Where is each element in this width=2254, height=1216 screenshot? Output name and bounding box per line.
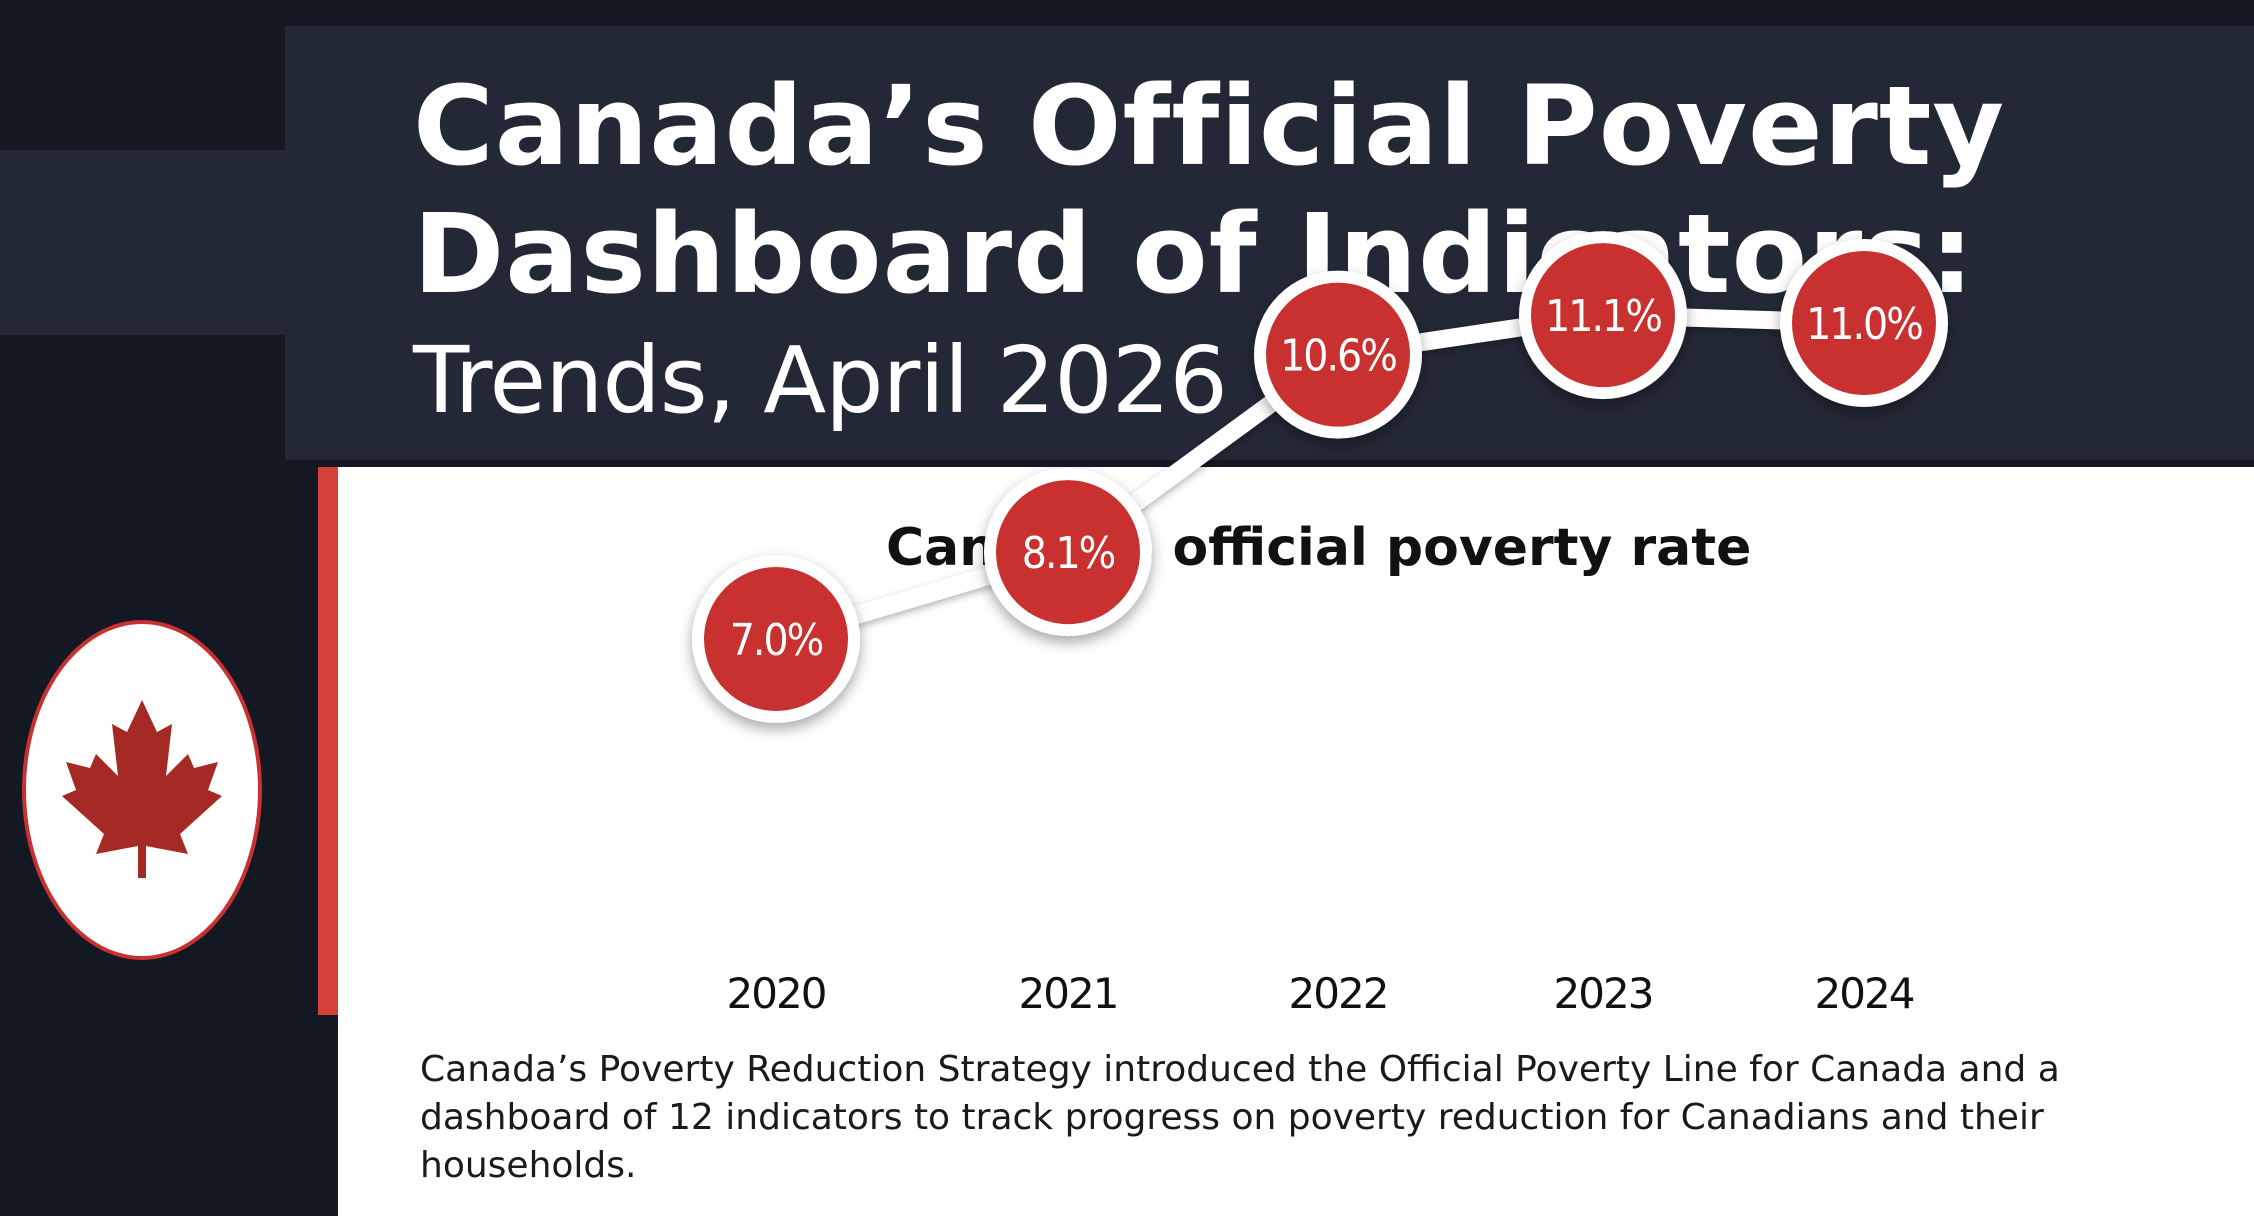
data-point-2023: 11.1% bbox=[1519, 231, 1687, 400]
data-label: 10.6% bbox=[1280, 331, 1396, 382]
red-accent-bar bbox=[318, 467, 338, 1015]
data-label: 7.0% bbox=[730, 615, 823, 666]
x-tick-label: 2020 bbox=[727, 969, 826, 1018]
x-tick-label: 2021 bbox=[1019, 969, 1118, 1018]
x-tick-label: 2024 bbox=[1815, 969, 1914, 1018]
data-point-marker bbox=[1266, 282, 1410, 427]
maple-leaf-icon bbox=[62, 700, 222, 878]
data-point-marker bbox=[704, 567, 848, 711]
data-label: 11.0% bbox=[1806, 299, 1922, 350]
data-point-2021: 8.1% bbox=[984, 468, 1152, 637]
page-subtitle: Trends, April 2026 bbox=[413, 327, 1228, 434]
data-point-marker bbox=[1531, 243, 1675, 388]
data-label: 8.1% bbox=[1022, 528, 1115, 579]
data-point-2020: 7.0% bbox=[692, 555, 860, 723]
header-banner: Canada’s Official Poverty Dashboard of I… bbox=[285, 26, 2254, 460]
title-line-1: Canada’s Official Poverty bbox=[413, 62, 2006, 190]
page-title: Canada’s Official Poverty Dashboard of I… bbox=[413, 62, 2005, 318]
flag-badge bbox=[22, 620, 262, 960]
description-text: Canada’s Poverty Reduction Strategy intr… bbox=[420, 1049, 2060, 1186]
left-accent-band bbox=[0, 150, 285, 335]
content-panel bbox=[338, 467, 2254, 1216]
data-point-2022: 10.6% bbox=[1254, 270, 1422, 439]
x-tick-label: 2022 bbox=[1289, 969, 1388, 1018]
data-point-marker bbox=[996, 480, 1140, 625]
x-tick-label: 2023 bbox=[1554, 969, 1653, 1018]
data-label: 11.1% bbox=[1545, 291, 1661, 342]
data-point-marker bbox=[1792, 251, 1936, 395]
title-line-2: Dashboard of Indicators: bbox=[413, 190, 1975, 318]
data-point-2024: 11.0% bbox=[1780, 239, 1948, 407]
